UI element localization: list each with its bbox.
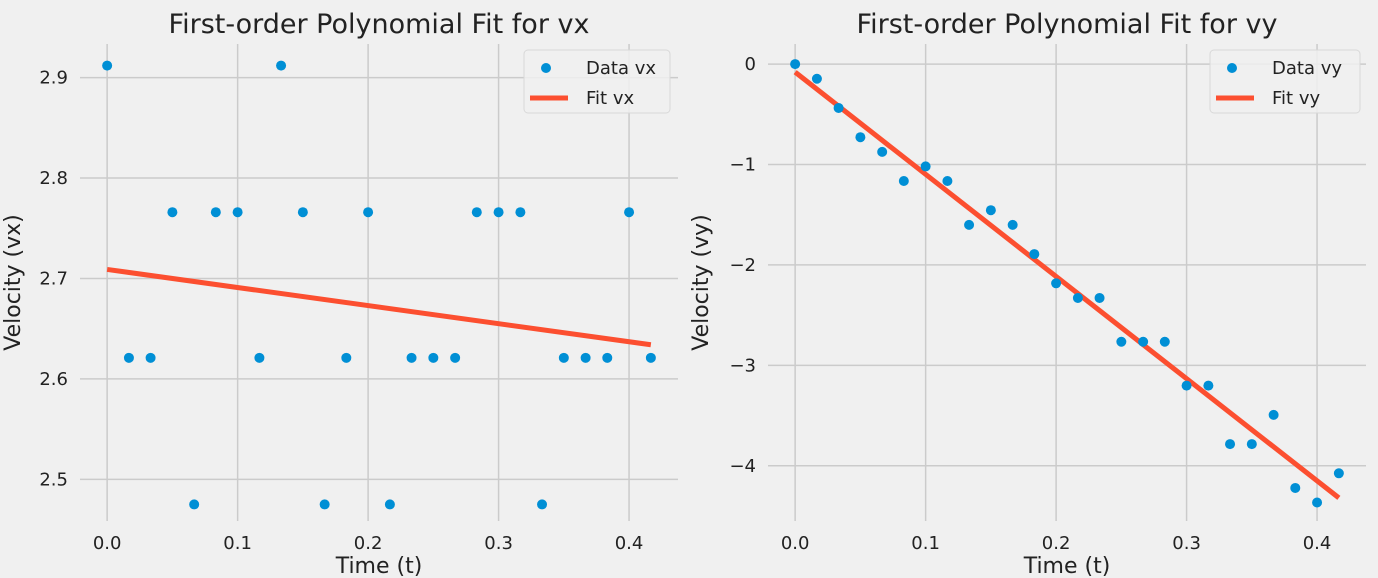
chart-title: First-order Polynomial Fit for vx	[169, 9, 590, 40]
data-point	[602, 352, 613, 363]
x-tick-label: 0.1	[911, 533, 940, 554]
data-point	[964, 219, 975, 230]
data-point	[515, 207, 526, 218]
data-point	[898, 175, 909, 186]
data-point	[1225, 439, 1236, 450]
data-point	[790, 59, 801, 70]
data-point	[855, 132, 866, 143]
data-point	[1029, 249, 1040, 260]
y-tick-label: 2.7	[39, 268, 68, 289]
data-point	[877, 146, 888, 157]
legend-label: Data vy	[1272, 58, 1342, 79]
data-point	[1333, 468, 1344, 479]
data-point	[471, 207, 482, 218]
data-point	[1290, 482, 1301, 493]
data-point	[1094, 292, 1105, 303]
data-point	[493, 207, 504, 218]
data-point	[811, 73, 822, 84]
x-tick-label: 0.4	[615, 533, 644, 554]
data-point	[580, 352, 591, 363]
y-tick-label: 2.5	[39, 469, 68, 490]
y-tick-label: −2	[729, 255, 756, 276]
y-tick-label: −1	[729, 155, 756, 176]
data-point	[189, 499, 200, 510]
data-point	[1203, 380, 1214, 391]
data-point	[102, 60, 113, 71]
data-point	[123, 352, 134, 363]
subplot-1: 0.0 0.1 0.2 0.3 0.4 2.5 2.6 2.7 2.8 2.9 First-orde…	[1, 9, 678, 578]
legend-label: Fit vx	[586, 88, 634, 109]
fit-line	[793, 70, 1341, 500]
x-tick-label: 0.2	[1042, 533, 1071, 554]
data-point	[1072, 292, 1083, 303]
chart-title: First-order Polynomial Fit for vy	[857, 9, 1278, 40]
x-axis-label: Time (t)	[1023, 554, 1111, 578]
legend-label: Data vx	[586, 58, 656, 79]
data-point	[645, 352, 656, 363]
data-point	[1116, 336, 1127, 347]
legend-marker	[541, 63, 551, 73]
data-point	[942, 175, 953, 186]
x-tick-label: 0.0	[781, 533, 810, 554]
x-tick-label: 0.2	[354, 533, 383, 554]
data-point	[145, 352, 156, 363]
y-axis-label: Velocity (vy)	[689, 214, 714, 351]
data-point	[363, 207, 374, 218]
x-tick-label: 0.4	[1303, 533, 1332, 554]
data-point	[210, 207, 221, 218]
data-points	[790, 59, 1344, 508]
data-point	[1181, 380, 1192, 391]
y-tick-label: 2.6	[39, 369, 68, 390]
x-tick-label: 0.1	[223, 533, 252, 554]
data-point	[558, 352, 569, 363]
data-point	[920, 161, 931, 172]
data-point	[1159, 336, 1170, 347]
x-tick-label: 0.3	[1172, 533, 1201, 554]
plot-area	[80, 44, 678, 521]
data-point	[1007, 219, 1018, 230]
data-point	[341, 352, 352, 363]
y-tick-label: 0	[745, 54, 756, 75]
x-tick-label: 0.0	[93, 533, 122, 554]
data-point	[167, 207, 178, 218]
legend: Data vx Fit vx	[523, 49, 671, 114]
x-axis-label: Time (t)	[335, 554, 423, 578]
data-point	[297, 207, 308, 218]
data-point	[1268, 409, 1279, 420]
data-point	[985, 205, 996, 216]
y-tick-label: −3	[729, 355, 756, 376]
data-point	[450, 352, 461, 363]
data-point	[1246, 439, 1257, 450]
y-tick-label: −4	[729, 456, 756, 477]
data-point	[254, 352, 265, 363]
data-point	[833, 102, 844, 113]
legend: Data vy Fit vy	[1209, 49, 1361, 114]
x-tick-label: 0.3	[484, 533, 513, 554]
fit-line	[106, 266, 652, 348]
data-point	[1312, 497, 1323, 508]
data-point	[406, 352, 417, 363]
legend-label: Fit vy	[1272, 88, 1320, 109]
data-point	[232, 207, 243, 218]
data-points	[102, 60, 656, 510]
y-tick-label: 2.8	[39, 168, 68, 189]
data-point	[1138, 336, 1149, 347]
subplot-2: 0.0 0.1 0.2 0.3 0.4 −4 −3 −2 −1 0 First-order Poly…	[689, 9, 1366, 578]
y-tick-label: 2.9	[39, 68, 68, 89]
data-point	[384, 499, 395, 510]
data-point	[428, 352, 439, 363]
y-axis-label: Velocity (vx)	[1, 214, 26, 351]
data-point	[1051, 278, 1062, 289]
data-point	[276, 60, 287, 71]
data-point	[624, 207, 635, 218]
data-point	[537, 499, 548, 510]
data-point	[319, 499, 330, 510]
legend-marker	[1227, 63, 1237, 73]
